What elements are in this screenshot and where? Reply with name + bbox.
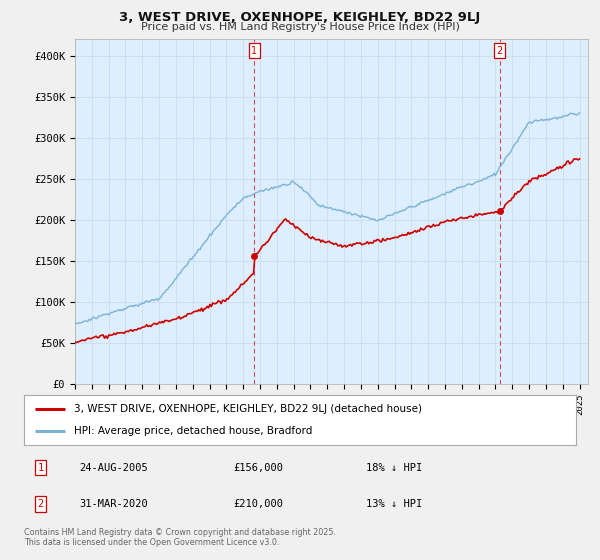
Text: £210,000: £210,000 (234, 499, 284, 509)
Text: 24-AUG-2005: 24-AUG-2005 (79, 463, 148, 473)
Text: Contains HM Land Registry data © Crown copyright and database right 2025.
This d: Contains HM Land Registry data © Crown c… (24, 528, 336, 547)
Text: Price paid vs. HM Land Registry's House Price Index (HPI): Price paid vs. HM Land Registry's House … (140, 22, 460, 32)
Text: 31-MAR-2020: 31-MAR-2020 (79, 499, 148, 509)
Text: £156,000: £156,000 (234, 463, 284, 473)
Text: HPI: Average price, detached house, Bradford: HPI: Average price, detached house, Brad… (74, 426, 312, 436)
Text: 3, WEST DRIVE, OXENHOPE, KEIGHLEY, BD22 9LJ (detached house): 3, WEST DRIVE, OXENHOPE, KEIGHLEY, BD22 … (74, 404, 422, 414)
Text: 1: 1 (37, 463, 44, 473)
Text: 13% ↓ HPI: 13% ↓ HPI (366, 499, 422, 509)
Text: 1: 1 (251, 46, 257, 56)
Text: 2: 2 (37, 499, 44, 509)
Text: 18% ↓ HPI: 18% ↓ HPI (366, 463, 422, 473)
Text: 3, WEST DRIVE, OXENHOPE, KEIGHLEY, BD22 9LJ: 3, WEST DRIVE, OXENHOPE, KEIGHLEY, BD22 … (119, 11, 481, 24)
Text: 2: 2 (497, 46, 503, 56)
